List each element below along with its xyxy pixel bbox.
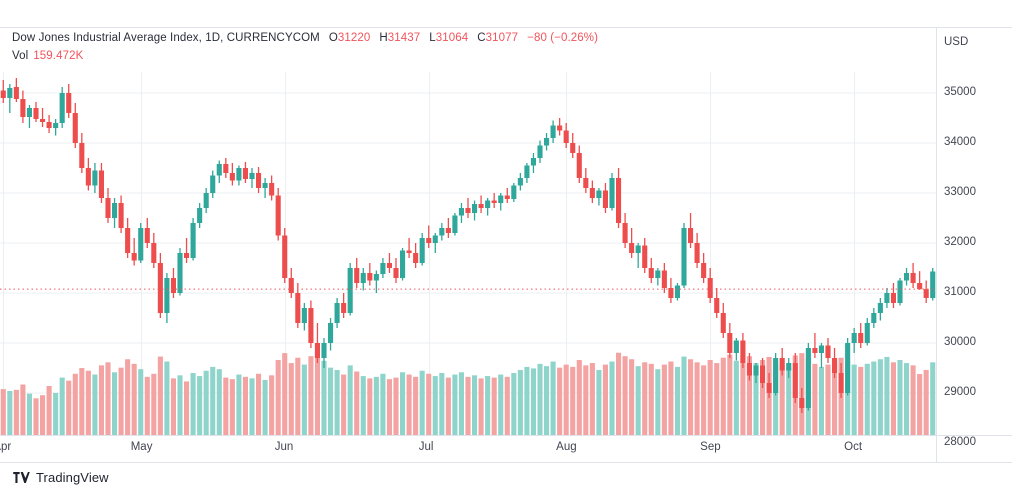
price-axis-tick: 30000 xyxy=(944,336,976,348)
price-axis-tick: 32000 xyxy=(944,236,976,248)
change-value: −80 (−0.26%) xyxy=(527,32,599,44)
price-axis[interactable]: USD 35000 34000 33000 32000 31000 30000 29000 2… xyxy=(944,28,1012,448)
time-axis-tick: Jun xyxy=(274,441,294,453)
price-axis-tick: 33000 xyxy=(944,186,976,198)
volume-label: Vol xyxy=(12,50,29,62)
close-value: 31077 xyxy=(485,32,519,44)
tradingview-logo-icon xyxy=(13,472,30,483)
volume-value: 159.472K xyxy=(33,50,84,62)
open-label: O xyxy=(328,32,338,44)
chart-legend: Dow Jones Industrial Average Index, 1D, … xyxy=(12,30,598,64)
price-axis-unit: USD xyxy=(944,36,969,48)
time-axis-tick: May xyxy=(130,441,153,453)
tradingview-branding[interactable]: TradingView xyxy=(13,470,109,485)
symbol-title[interactable]: Dow Jones Industrial Average Index, 1D, … xyxy=(12,32,320,44)
legend-volume-line: Vol 159.472K xyxy=(12,48,598,64)
legend-ohlc-line: Dow Jones Industrial Average Index, 1D, … xyxy=(12,30,598,46)
price-axis-tick: 35000 xyxy=(944,86,976,98)
price-axis-tick: 29000 xyxy=(944,386,976,398)
high-label: H xyxy=(379,32,388,44)
price-axis-tick: 31000 xyxy=(944,286,976,298)
price-axis-divider xyxy=(936,28,937,463)
time-axis-tick: Jul xyxy=(418,441,434,453)
price-axis-tick: 34000 xyxy=(944,136,976,148)
high-value: 31437 xyxy=(387,32,421,44)
time-axis-tick: Aug xyxy=(556,441,577,453)
time-axis-tick: Oct xyxy=(844,441,863,453)
low-label: L xyxy=(429,32,436,44)
candlestick-series xyxy=(0,72,936,435)
time-axis-top-divider xyxy=(0,435,1012,436)
time-axis-tick: Apr xyxy=(0,441,12,453)
close-label: C xyxy=(477,32,486,44)
header-divider xyxy=(0,27,1012,28)
chart-plot-area[interactable] xyxy=(0,72,936,435)
time-axis-tick: Sep xyxy=(700,441,721,453)
low-value: 31064 xyxy=(435,32,469,44)
open-value: 31220 xyxy=(337,32,371,44)
time-axis[interactable]: Apr May Jun Jul Aug Sep Oct xyxy=(0,436,936,462)
time-axis-bottom-divider xyxy=(0,462,1012,463)
price-axis-tick: 28000 xyxy=(944,436,976,448)
tradingview-wordmark: TradingView xyxy=(36,470,109,485)
